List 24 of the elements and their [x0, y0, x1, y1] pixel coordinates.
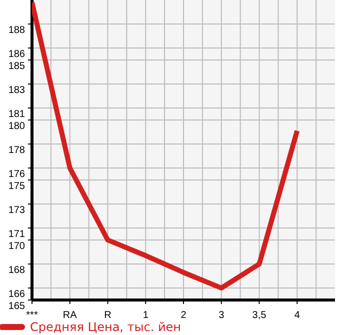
x-tick-label: 3 [218, 310, 225, 321]
y-tick-label: 173 [8, 205, 26, 216]
y-tick-label: 165 [8, 301, 26, 312]
y-tick-label: 181 [8, 109, 26, 120]
x-tick-label: 2 [180, 310, 187, 321]
y-tick-label: 185 [8, 61, 26, 72]
y-tick-label: 168 [8, 265, 26, 276]
y-tick-label: 175 [8, 181, 26, 192]
legend-label: Средняя Цена, тыс. йен [30, 320, 182, 334]
x-tick-label: 1 [142, 310, 149, 321]
y-tick-label: 170 [8, 241, 26, 252]
x-tick-label: *** [26, 310, 38, 321]
y-tick-label: 176 [8, 169, 26, 180]
y-tick-label: 186 [8, 49, 26, 60]
y-tick-label: 171 [8, 229, 26, 240]
x-tick-label: R [104, 310, 112, 321]
y-tick-label: 178 [8, 145, 26, 156]
y-tick-label: 183 [8, 85, 26, 96]
y-tick-label: 166 [8, 289, 26, 300]
y-tick-label: 180 [8, 121, 26, 132]
x-tick-label: 3,5 [252, 310, 267, 321]
x-tick-label: RA [62, 310, 78, 321]
y-tick-label: 188 [8, 25, 26, 36]
x-tick-label: 4 [294, 310, 300, 321]
